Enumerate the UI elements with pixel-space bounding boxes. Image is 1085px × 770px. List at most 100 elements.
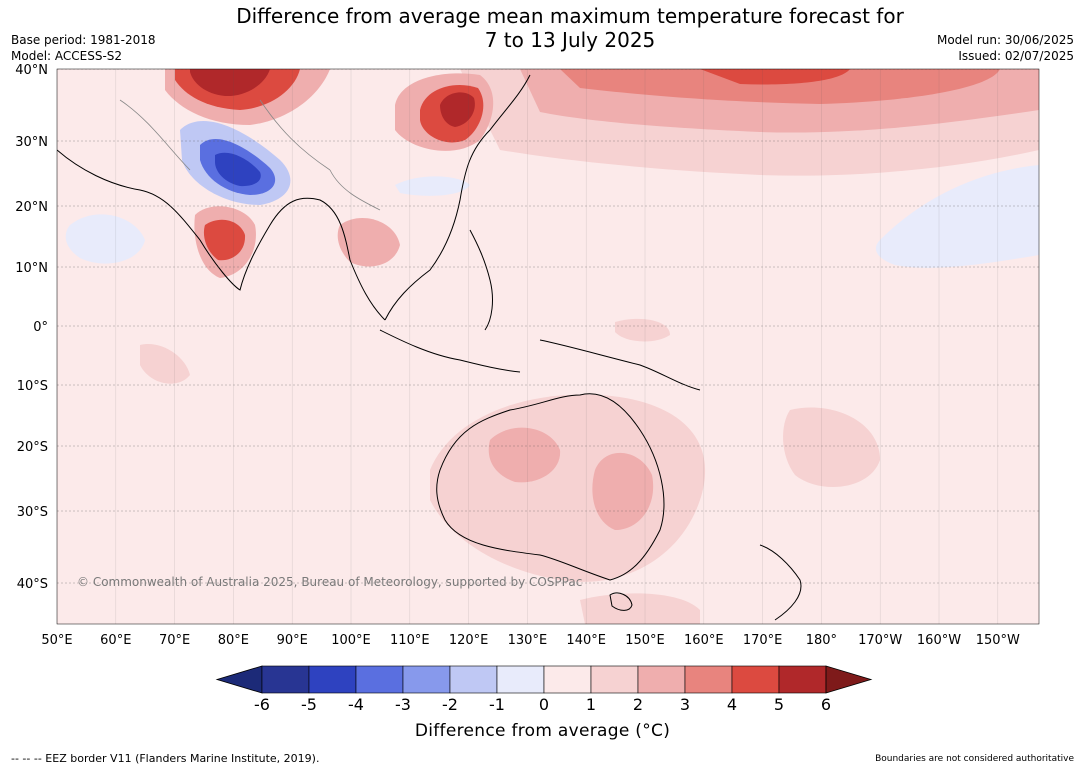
lon-label: 180° xyxy=(806,633,837,648)
new-guinea-coastline xyxy=(539,339,701,391)
country-borders xyxy=(119,99,381,211)
lat-label: 10°N xyxy=(15,261,48,276)
colorbar-tick-label: -5 xyxy=(301,695,317,714)
colorbar-tick-label: 3 xyxy=(680,695,690,714)
lat-label: 30°S xyxy=(17,505,48,520)
colorbar-segment xyxy=(261,665,310,694)
base-period-text: Base period: 1981-2018 xyxy=(11,33,156,47)
colorbar-tick-label: -1 xyxy=(489,695,505,714)
colorbar-tick-label: 5 xyxy=(774,695,784,714)
colorbar-low-extend xyxy=(215,665,263,694)
indonesia-coastline xyxy=(379,329,521,373)
lon-label: 100°E xyxy=(331,633,371,648)
lat-label: 10°S xyxy=(17,379,48,394)
colorbar-segment xyxy=(496,665,545,694)
border-lines xyxy=(119,99,381,211)
lon-label: 120°E xyxy=(449,633,489,648)
china-hot-core xyxy=(440,92,475,127)
lon-label: 170°E xyxy=(743,633,783,648)
new-zealand-coastline xyxy=(759,544,802,621)
lon-label: 70°E xyxy=(159,633,190,648)
colorbar-segment xyxy=(402,665,451,694)
colorbar-tick-label: 0 xyxy=(539,695,549,714)
tasmania-coastline xyxy=(609,592,633,611)
map-frame xyxy=(56,68,1040,625)
lon-label: 170°W xyxy=(858,633,902,648)
coastlines xyxy=(57,74,802,621)
longitude-labels: 50°E 60°E 70°E 80°E 90°E 100°E 110°E 120°E 130°E… xyxy=(41,633,1020,648)
australia-coastline xyxy=(436,393,665,581)
title-line-1: Difference from average mean maximum tem… xyxy=(236,4,904,28)
lat-label: 20°N xyxy=(15,200,48,215)
colorbar-tick-label: 2 xyxy=(633,695,643,714)
southern-ocean-warm-zone xyxy=(580,593,700,624)
arabian-sea-cool-zone xyxy=(65,214,145,264)
northern-hot-core xyxy=(700,69,850,85)
himalaya-hot-core xyxy=(190,69,270,97)
colorbar-label: Difference from average (°C) xyxy=(414,721,671,741)
colorbar-segment xyxy=(590,665,639,694)
colorbar-segment xyxy=(637,665,686,694)
lat-label: 0° xyxy=(33,320,48,335)
lon-label: 130°E xyxy=(508,633,548,648)
colorbar-segment xyxy=(355,665,404,694)
colorbar-tick-label: 4 xyxy=(727,695,737,714)
latitude-labels: 40°N 30°N 20°N 10°N 0° 10°S 20°S 30°S 40°S xyxy=(15,63,48,592)
model-run-text: Model run: 30/06/2025 xyxy=(936,33,1074,47)
indochina-warm-zone xyxy=(337,217,400,267)
lat-label: 40°S xyxy=(17,577,48,592)
chart-title: Difference from average mean maximum tem… xyxy=(0,4,1085,52)
colorbar-tick-label: -6 xyxy=(254,695,270,714)
colorbar-segment xyxy=(731,665,780,694)
lon-label: 90°E xyxy=(277,633,308,648)
lon-label: 160°E xyxy=(684,633,724,648)
lat-label: 20°S xyxy=(17,440,48,455)
lon-label: 150°W xyxy=(976,633,1020,648)
lat-label: 40°N xyxy=(15,63,48,78)
colorbar-segment xyxy=(684,665,733,694)
northern-hot-band xyxy=(560,69,1000,104)
meta-left: Base period: 1981-2018 Model: ACCESS-S2 xyxy=(11,32,156,64)
colorbar-tick-label: 1 xyxy=(586,695,596,714)
colorbar-tick-label: -2 xyxy=(442,695,458,714)
lon-label: 110°E xyxy=(390,633,430,648)
colorbar-tick-label: -4 xyxy=(348,695,364,714)
pacific-cool-zone xyxy=(875,165,1039,268)
lat-label: 30°N xyxy=(15,135,48,150)
india-cool-core xyxy=(215,152,261,187)
colorbar-segment xyxy=(543,665,592,694)
indian-ocean-warm-patch xyxy=(140,344,190,384)
colorbar-high-extend xyxy=(825,665,873,694)
asia-south-coastline xyxy=(57,149,386,321)
colorbar-segment xyxy=(449,665,498,694)
south-china-sea-cool-zone xyxy=(395,176,470,196)
lon-label: 150°E xyxy=(625,633,665,648)
eez-note: -- -- -- EEZ border V11 (Flanders Marine… xyxy=(11,752,320,765)
lon-label: 60°E xyxy=(100,633,131,648)
western-australia-warm-core xyxy=(488,427,561,483)
model-text: Model: ACCESS-S2 xyxy=(11,49,123,63)
lon-label: 140°E xyxy=(566,633,606,648)
colorbar-segment xyxy=(778,665,827,694)
meta-right: Model run: 30/06/2025 Issued: 02/07/2025 xyxy=(937,32,1074,64)
title-line-2: 7 to 13 July 2025 xyxy=(484,28,656,52)
lon-label: 50°E xyxy=(41,633,72,648)
tasman-warm-zone xyxy=(783,407,880,487)
philippines-coastline xyxy=(469,229,493,331)
colorbar-tick-label: -3 xyxy=(395,695,411,714)
colorbar-ticks: -6 -5 -4 -3 -2 -1 0 1 2 3 4 5 6 xyxy=(254,695,831,714)
eastern-australia-warm-core xyxy=(592,452,654,530)
lon-label: 160°W xyxy=(917,633,961,648)
south-india-hot-zone xyxy=(203,219,246,261)
colorbar-tick-label: 6 xyxy=(821,695,831,714)
equatorial-warm-patch xyxy=(615,318,670,342)
boundaries-note: Boundaries are not considered authoritat… xyxy=(875,754,1074,764)
issued-text: Issued: 02/07/2025 xyxy=(958,49,1074,63)
copyright-text: © Commonwealth of Australia 2025, Bureau… xyxy=(77,575,582,589)
gridlines xyxy=(57,69,1039,624)
map-area xyxy=(57,69,1039,624)
colorbar-segment xyxy=(308,665,357,694)
east-asia-coastline xyxy=(384,74,531,321)
colorbar xyxy=(215,665,873,694)
